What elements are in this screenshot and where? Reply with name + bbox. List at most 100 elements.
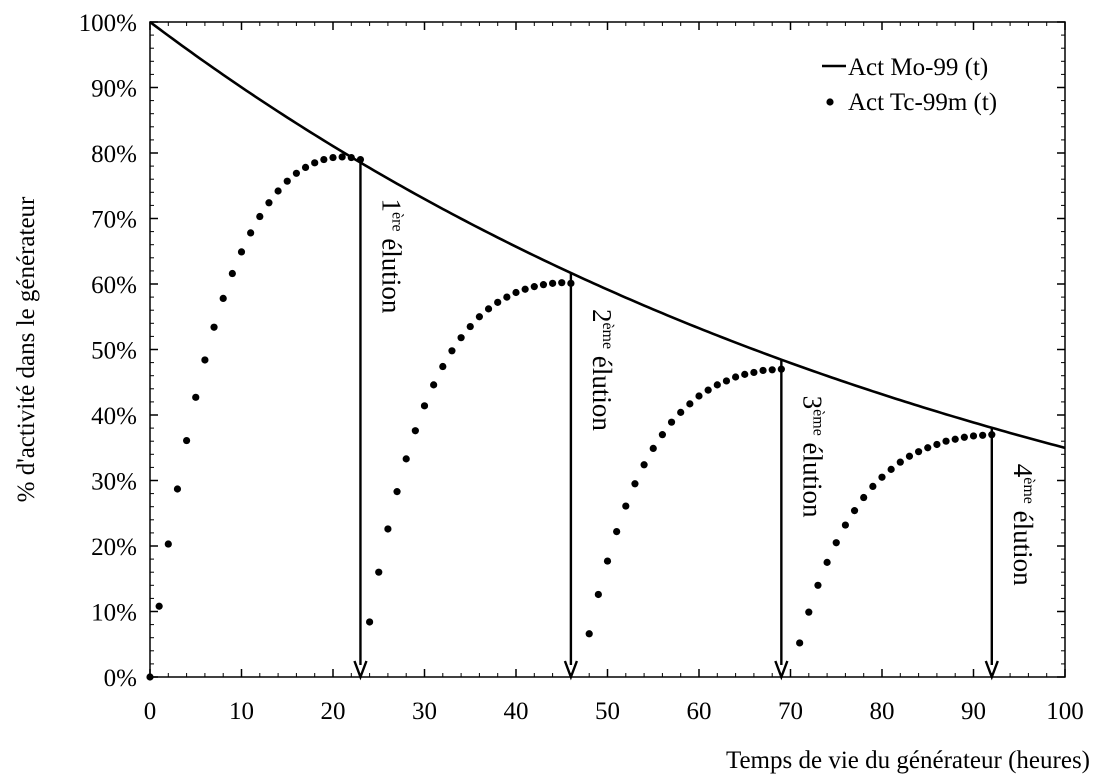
- tc99m-point: [594, 590, 602, 599]
- axis-labels: Temps de vie du générateur (heures) % d'a…: [13, 196, 1090, 774]
- elution-arrows: 1ère élution 2ème élution 3ème élution 4ème…: [353, 162, 1038, 681]
- x-tick-label: 40: [504, 698, 529, 725]
- y-tick-label: 100%: [79, 10, 137, 37]
- tc99m-point: [677, 408, 685, 416]
- tc99m-point: [228, 269, 236, 278]
- tc99m-point: [713, 381, 721, 389]
- y-tick-label: 20%: [91, 534, 137, 561]
- y-tick-label: 70%: [91, 207, 137, 234]
- tc99m-point: [585, 630, 593, 638]
- tc99m-point: [457, 334, 465, 342]
- elution-arrow-head: [984, 660, 999, 681]
- x-tick-label: 20: [321, 698, 346, 725]
- tc99m-point: [393, 488, 401, 496]
- tc99m-point: [402, 455, 410, 463]
- tc99m-point: [338, 153, 346, 161]
- tc99m-point: [722, 377, 731, 385]
- tc99m-point: [521, 285, 529, 293]
- tc99m-point: [356, 155, 365, 164]
- x-tick-label: 10: [229, 698, 254, 725]
- elution-label: 2ème élution: [587, 309, 617, 431]
- tc99m-point: [439, 362, 447, 371]
- legend-tc99m-swatch: [826, 98, 834, 106]
- tc99m-point: [823, 558, 831, 566]
- tc99m-point: [951, 435, 959, 443]
- elution-label: 1ère élution: [376, 199, 406, 314]
- x-tick-label: 70: [778, 698, 803, 725]
- tc99m-point: [942, 437, 950, 445]
- tc99m-point: [173, 485, 182, 493]
- tc99m-point: [732, 373, 740, 381]
- y-axis-title: % d'activité dans le générateur: [13, 196, 40, 502]
- tc99m-point: [640, 461, 648, 469]
- mo99-curve: [149, 20, 1066, 450]
- elution-arrow-head: [563, 660, 579, 681]
- elution-label: 3ème élution: [797, 396, 827, 518]
- tc99m-point: [375, 568, 383, 576]
- tc99m-point: [210, 323, 218, 331]
- tc99m-point: [192, 393, 200, 401]
- tc99m-point: [832, 539, 840, 547]
- x-axis-title: Temps de vie du générateur (heures): [726, 747, 1090, 774]
- tc99m-point: [466, 322, 474, 331]
- tc99m-point: [503, 293, 511, 301]
- x-tick-label: 50: [595, 698, 620, 725]
- tc99m-point: [366, 618, 374, 626]
- tc99m-point: [603, 557, 612, 565]
- tc99m-point: [741, 370, 749, 378]
- x-tick-label: 30: [412, 698, 437, 725]
- tc99m-point: [667, 418, 676, 426]
- tc99m-point: [530, 283, 538, 291]
- tc99m-point: [622, 502, 630, 510]
- elution-arrow-head: [774, 660, 789, 681]
- elution-arrow-head: [353, 660, 368, 681]
- tc99m-point: [658, 431, 667, 439]
- axis-ticks: 0% 10% 20% 30% 40% 50% 60% 70% 80% 90% 100% 0 10 20 30…: [79, 10, 1084, 725]
- tc99m-point: [183, 436, 191, 445]
- tc99m-point: [283, 177, 291, 185]
- tc99m-point: [539, 281, 548, 289]
- tc99m-point: [247, 229, 255, 237]
- tc99m-point: [411, 427, 419, 435]
- tc99m-point: [164, 540, 172, 548]
- tc99m-point: [256, 212, 264, 221]
- tc99m-point: [448, 347, 456, 355]
- tc99m-point: [494, 298, 502, 306]
- tc99m-point: [549, 279, 557, 287]
- x-tick-label: 80: [870, 698, 895, 725]
- y-tick-label: 0%: [104, 665, 137, 692]
- tc99m-point: [265, 199, 273, 207]
- tc99m-point: [860, 493, 868, 502]
- tc99m-point: [969, 432, 978, 440]
- tc99m-point: [301, 163, 310, 172]
- tc99m-point: [896, 458, 904, 466]
- tc99m-point: [384, 525, 392, 533]
- tc99m-point: [420, 402, 429, 410]
- x-tick-label: 0: [144, 698, 157, 725]
- x-tick-label: 90: [961, 698, 986, 725]
- tc99m-point: [347, 153, 355, 162]
- legend: Act Mo-99 (t) Act Tc-99m (t): [822, 54, 997, 116]
- tc99m-point: [960, 433, 968, 441]
- tc99m-point: [155, 602, 163, 610]
- tc99m-point: [237, 248, 246, 256]
- tc99m-point: [430, 381, 438, 389]
- tc99m-point: [814, 581, 822, 589]
- y-tick-label: 80%: [91, 141, 137, 168]
- x-tick-label: 100: [1046, 698, 1084, 725]
- y-tick-label: 40%: [91, 403, 137, 430]
- tc99m-point: [558, 279, 566, 287]
- tc99m-point: [704, 386, 712, 394]
- y-tick-label: 90%: [91, 76, 137, 103]
- tc99m-point: [274, 187, 282, 195]
- tc99m-point: [933, 440, 941, 449]
- tc99m-point: [878, 473, 886, 481]
- tc99m-point: [613, 527, 621, 536]
- y-tick-label: 10%: [91, 600, 137, 627]
- series-mo99-line: [149, 20, 1066, 450]
- tc99m-point: [631, 480, 639, 488]
- y-tick-label: 30%: [91, 469, 137, 496]
- tc99m-point: [201, 356, 209, 364]
- tc99m-point: [695, 392, 703, 400]
- legend-mo99-label: Act Mo-99 (t): [848, 54, 988, 81]
